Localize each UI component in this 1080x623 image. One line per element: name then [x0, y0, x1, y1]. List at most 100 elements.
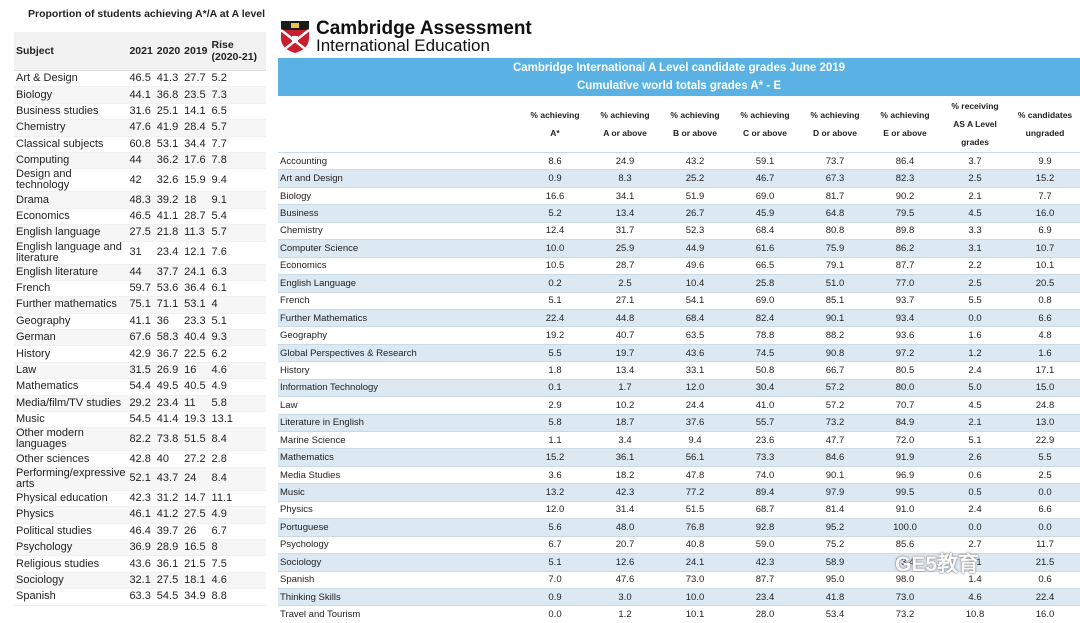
header-line: E or above — [883, 128, 927, 138]
cell-value: 5.8 — [520, 413, 590, 432]
cell-value: 20.7 — [590, 535, 660, 554]
table-row: English Language 0.2 2.5 10.4 25.8 51.0 77.0 2.… — [278, 274, 1080, 292]
cell-value: 0.0 — [940, 308, 1010, 327]
cell-value: 9.1 — [209, 191, 266, 209]
table-row: History 1.8 13.4 33.1 50.8 66.7 80.5 2.4 17.1 — [278, 361, 1080, 380]
cell-value: 93.4 — [870, 308, 940, 327]
cell-value: 0.1 — [520, 378, 590, 397]
cell-value: 86.4 — [870, 151, 940, 170]
subject-cell: Design and technology — [14, 168, 128, 193]
cell-value: 36.1 — [154, 555, 183, 573]
subject-cell: German — [14, 329, 128, 347]
cell-value: 87.7 — [870, 256, 940, 275]
cell-value: 41.8 — [800, 587, 870, 606]
watermark: GE5教育 — [895, 553, 980, 576]
cell-value: 2.2 — [940, 256, 1010, 275]
subject-cell: Accounting — [278, 151, 520, 170]
header-line: % achieving — [600, 110, 650, 120]
cell-value: 34.4 — [182, 136, 210, 153]
cell-value: 79.1 — [800, 256, 870, 275]
cell-value: 13.4 — [590, 204, 660, 223]
cell-value: 3.6 — [520, 465, 590, 484]
cell-value: 41.2 — [154, 506, 183, 524]
cell-value: 5.2 — [520, 204, 590, 223]
cell-value: 6.3 — [209, 264, 266, 281]
table-row: French 5.1 27.1 54.1 69.0 85.1 93.7 5.5 0.8 — [278, 291, 1080, 310]
cell-value: 12.4 — [520, 221, 590, 240]
table-row: Biology 44.1 36.8 23.5 7.3 — [14, 86, 266, 104]
subject-cell: Travel and Tourism — [278, 605, 520, 623]
cell-value: 18 — [182, 191, 210, 209]
cell-value: 47.7 — [800, 430, 870, 449]
header-line: A* — [550, 128, 560, 138]
table-row: Further Mathematics 22.4 44.8 68.4 82.4 90.1 9… — [278, 308, 1080, 327]
table-row: English language 27.5 21.8 11.3 5.7 — [14, 224, 266, 242]
cell-value: 1.6 — [1010, 343, 1080, 362]
cell-value: 2.4 — [940, 500, 1010, 519]
cell-value: 52.1 — [127, 467, 155, 491]
cell-value: 27.5 — [154, 572, 183, 590]
cell-value: 25.2 — [660, 169, 730, 188]
cell-value: 28.7 — [590, 256, 660, 275]
cell-value: 44.1 — [127, 86, 155, 104]
cell-value: 59.1 — [730, 151, 800, 170]
table-row: Marine Science 1.1 3.4 9.4 23.6 47.7 72.0 5.1 22… — [278, 430, 1080, 449]
cell-value: 8.6 — [520, 151, 590, 170]
logo: Cambridge Assessment International Educa… — [280, 18, 1080, 56]
table-row: Physics 46.1 41.2 27.5 4.9 — [14, 506, 266, 524]
cell-value: 90.8 — [800, 343, 870, 362]
subject-cell: English Language — [278, 274, 520, 292]
table-row: Media Studies 3.6 18.2 47.8 74.0 90.1 96.9 0.6 2… — [278, 465, 1080, 484]
right-panel: Cambridge Assessment International Educa… — [278, 18, 1080, 623]
cell-value: 77.0 — [870, 274, 940, 292]
cell-value: 40.4 — [182, 329, 210, 347]
cell-value: 2.1 — [940, 413, 1010, 432]
cell-value: 5.1 — [520, 291, 590, 310]
cell-value: 31 — [127, 241, 155, 265]
cell-value: 3.7 — [940, 151, 1010, 170]
cell-value: 41.3 — [154, 70, 183, 88]
cell-value: 36.1 — [590, 448, 660, 467]
header-line: C or above — [743, 128, 787, 138]
cell-value: 84.9 — [870, 413, 940, 432]
subject-cell: Sociology — [278, 553, 520, 571]
cell-value: 85.6 — [870, 535, 940, 554]
cell-value: 41.1 — [154, 208, 183, 226]
cell-value: 90.2 — [870, 186, 940, 205]
cell-value: 64.8 — [800, 204, 870, 223]
cell-value: 10.8 — [940, 605, 1010, 623]
subject-cell: Chemistry — [278, 221, 520, 240]
column-header: % achieving C or above — [730, 96, 800, 153]
table-row: Performing/expressive arts 52.1 43.7 24 8.4 — [14, 467, 266, 491]
cell-value: 41.4 — [154, 411, 183, 429]
cell-value: 48.0 — [590, 518, 660, 537]
header-line: % achieving — [810, 110, 860, 120]
table-row: Political studies 46.4 39.7 26 6.7 — [14, 523, 266, 540]
column-header: % achieving E or above — [870, 96, 940, 153]
cell-value: 4.5 — [940, 204, 1010, 223]
cell-value: 5.5 — [1010, 448, 1080, 467]
cell-value: 67.3 — [800, 169, 870, 188]
table-row: Mathematics 54.4 49.5 40.5 4.9 — [14, 378, 266, 396]
cell-value: 22.9 — [1010, 430, 1080, 449]
cell-value: 2.9 — [520, 396, 590, 415]
cell-value: 10.0 — [660, 587, 730, 606]
cell-value: 40.5 — [182, 378, 210, 396]
cell-value: 95.2 — [800, 518, 870, 537]
cell-value: 74.0 — [730, 465, 800, 484]
cell-value: 91.9 — [870, 448, 940, 467]
cell-value: 14.7 — [182, 490, 210, 508]
cell-value: 97.2 — [870, 343, 940, 362]
cell-value: 12.0 — [520, 500, 590, 519]
cell-value: 0.2 — [520, 274, 590, 292]
cell-value: 28.9 — [154, 539, 183, 557]
cell-value: 24.1 — [660, 553, 730, 571]
cell-value: 19.7 — [590, 343, 660, 362]
cell-value: 6.5 — [209, 103, 266, 121]
cell-value: 41.0 — [730, 396, 800, 415]
table-row: Mathematics 15.2 36.1 56.1 73.3 84.6 91.9 2.6 5.… — [278, 448, 1080, 467]
cell-value: 13.4 — [590, 361, 660, 380]
cell-value: 43.2 — [660, 151, 730, 170]
cell-value: 5.1 — [209, 313, 266, 331]
cell-value: 1.6 — [940, 326, 1010, 345]
